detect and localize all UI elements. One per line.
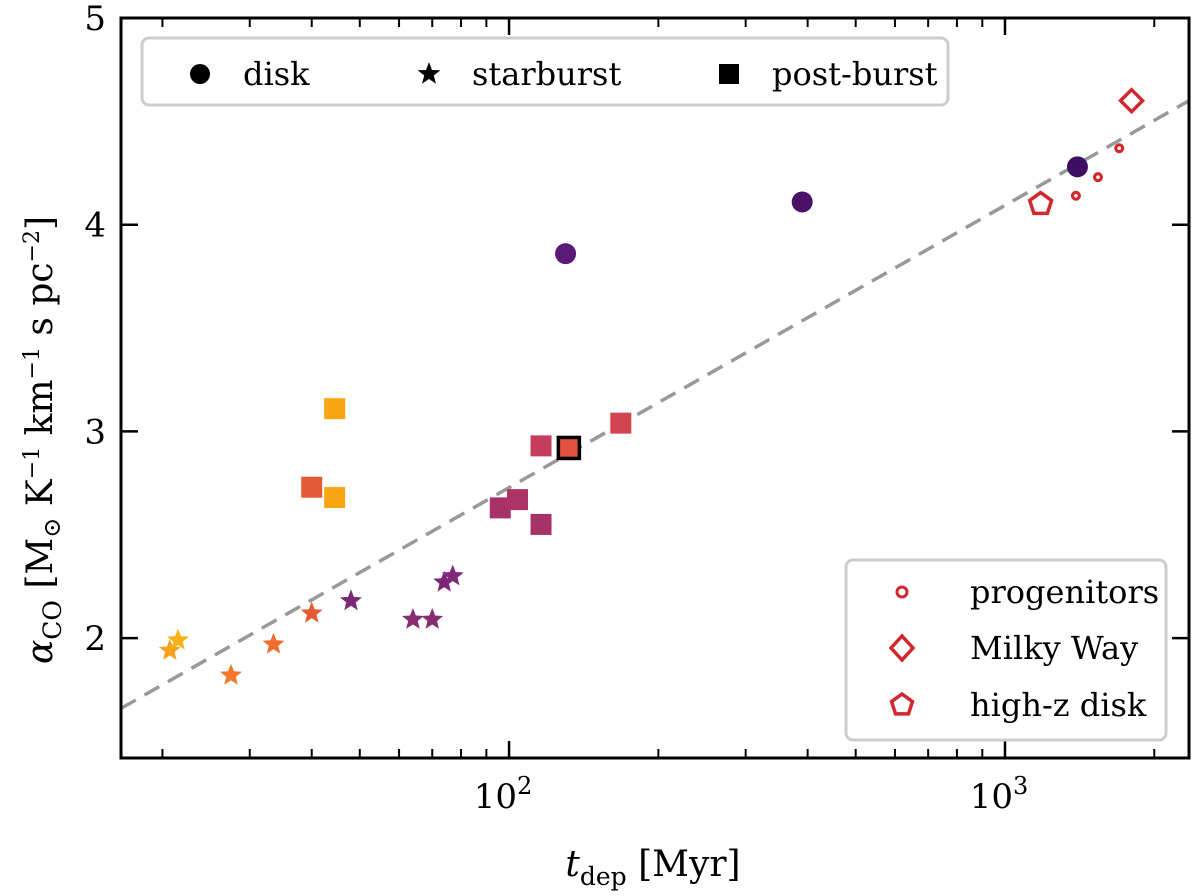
post-burst-point xyxy=(530,435,552,457)
x-tick-label: 102 xyxy=(474,772,533,817)
y-tick-label: 5 xyxy=(84,0,106,39)
post-burst-point xyxy=(556,435,582,461)
starburst-point xyxy=(340,589,362,611)
starburst-point xyxy=(433,570,456,592)
progenitor-point-center xyxy=(1096,175,1100,179)
y-tick-label: 2 xyxy=(84,619,106,659)
data-points xyxy=(158,87,1146,685)
legend-post-burst-label: post-burst xyxy=(772,55,938,93)
legend-milky-way-marker xyxy=(888,633,916,663)
post-burst-point xyxy=(530,513,552,535)
x-axis-label: tdep [Myr] xyxy=(565,844,740,891)
x-tick-label: 103 xyxy=(970,772,1029,817)
legend-high-z-disk-label: high-z disk xyxy=(970,686,1147,724)
high-z-disk-point xyxy=(1027,190,1054,216)
y-tick-label: 3 xyxy=(84,412,106,452)
legend-progenitors-label: progenitors xyxy=(970,573,1159,611)
starburst-point xyxy=(167,628,189,650)
disk-point xyxy=(791,191,813,213)
progenitor-point-center xyxy=(1074,193,1078,198)
fit-line-layer xyxy=(120,99,1190,710)
legend-disk-marker xyxy=(190,64,210,84)
starburst-point xyxy=(402,608,424,629)
post-burst-point xyxy=(324,487,346,509)
post-burst-point xyxy=(324,398,346,420)
starburst-point xyxy=(262,632,285,654)
legend-top: disk starburst post-burst xyxy=(140,36,950,107)
legend-milky-way-label: Milky Way xyxy=(970,629,1138,667)
post-burst-point xyxy=(489,497,511,519)
starburst-point xyxy=(220,663,242,685)
legend-progenitors-marker xyxy=(895,585,909,599)
legend-post-burst-marker xyxy=(719,64,739,84)
starburst-point xyxy=(158,639,181,660)
legend-high-z-disk-marker xyxy=(889,691,915,716)
post-burst-point xyxy=(610,412,632,434)
legend-disk-label: disk xyxy=(243,55,310,93)
post-burst-point xyxy=(301,476,323,498)
tick-labels: 102 103 2 3 4 5 xyxy=(84,0,1028,817)
milky-way-point xyxy=(1118,87,1146,115)
starburst-point xyxy=(441,564,464,586)
disk-point xyxy=(1066,156,1088,178)
y-tick-label: 4 xyxy=(84,206,106,246)
plot-frame xyxy=(119,16,1191,760)
y-axis-label: αCO [M⊙ K−1 km−1 s pc−2] xyxy=(20,216,67,664)
disk-point xyxy=(555,243,577,265)
legend-starburst-marker xyxy=(417,62,441,84)
post-burst-point xyxy=(507,489,529,511)
legend-bottom-frame xyxy=(844,558,1168,742)
starburst-point xyxy=(300,601,323,623)
legend-starburst-label: starburst xyxy=(472,55,621,93)
legend-top-frame xyxy=(140,36,950,107)
fit-line xyxy=(120,99,1190,710)
progenitor-point-center xyxy=(1117,146,1122,151)
starburst-point xyxy=(421,608,444,629)
legend-bottom: progenitors Milky Way high-z disk xyxy=(844,558,1168,742)
